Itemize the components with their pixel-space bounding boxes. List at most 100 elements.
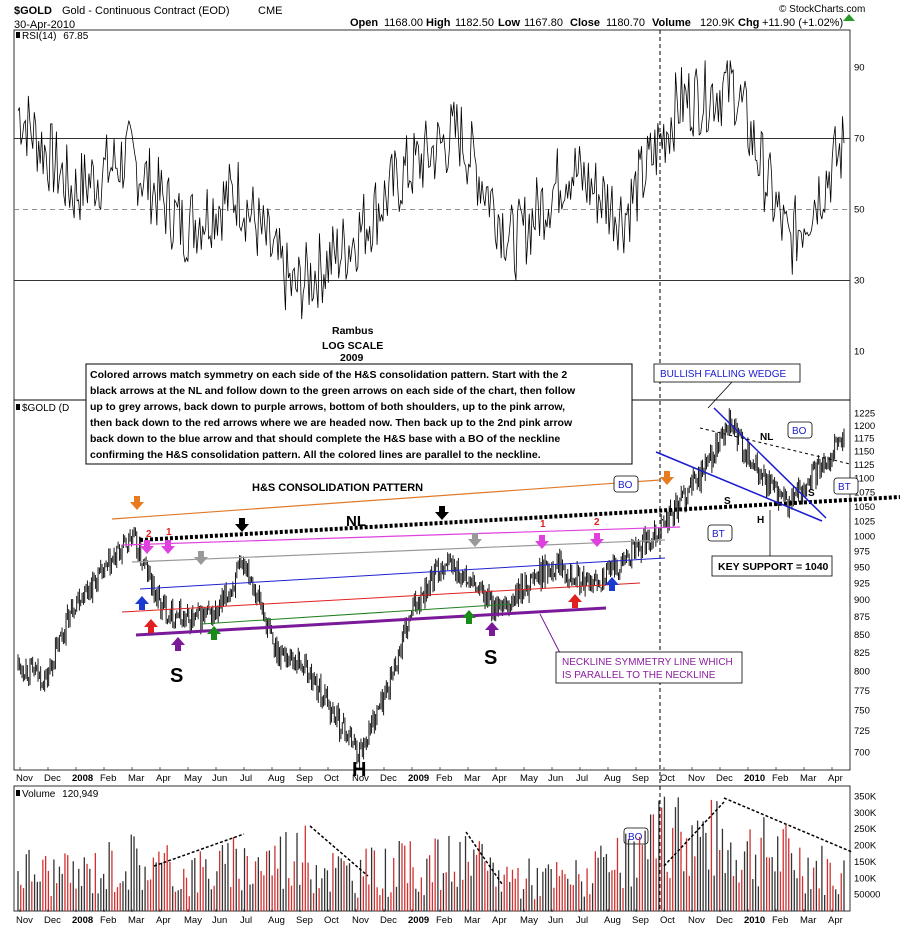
x-axis-label: Jun xyxy=(548,915,563,926)
high-label: High xyxy=(426,17,451,29)
x-axis-label: Apr xyxy=(828,915,843,926)
purple-arrow-up-left xyxy=(171,637,185,651)
wedge-title-pointer xyxy=(707,381,733,409)
x-axis-label: Jun xyxy=(548,773,563,784)
volume-legend-swatch xyxy=(16,790,20,796)
symmetry-note-line-1: NECKLINE SYMMETRY LINE WHICH xyxy=(562,657,733,668)
x-axis-label: Oct xyxy=(324,915,339,926)
x-axis-label: Apr xyxy=(492,773,507,784)
pattern-title: H&S CONSOLIDATION PATTERN xyxy=(252,482,423,494)
volume-panel-label: Volume 120,949 xyxy=(22,789,99,800)
wedge-title-box xyxy=(653,363,801,383)
bo-callout-volume-text: BO xyxy=(628,832,643,843)
x-axis-label: Mar xyxy=(464,915,480,926)
pink-arrow-down-2 xyxy=(161,540,175,554)
symmetry-pointer xyxy=(539,613,561,654)
x-axis-label: Dec xyxy=(380,915,397,926)
price-tick-label: 725 xyxy=(854,726,870,737)
volume-trend-lines xyxy=(153,797,853,885)
x-axis-label: Oct xyxy=(324,773,339,784)
red-arrow-up-right xyxy=(568,594,582,608)
arrow-number-1-left: 1 xyxy=(166,527,172,538)
x-axis-label: Nov xyxy=(688,915,705,926)
grey-arrow-down-right xyxy=(468,533,482,547)
high-value: 1182.50 xyxy=(455,17,494,29)
x-axis-label: Apr xyxy=(156,915,171,926)
volume-trend-1 xyxy=(153,833,245,867)
x-axis-label: Oct xyxy=(660,915,675,926)
x-axis-label: Mar xyxy=(800,915,816,926)
price-tick-label: 1200 xyxy=(854,421,875,432)
rsi-legend-swatch xyxy=(16,32,20,38)
x-axis-label: Feb xyxy=(772,773,788,784)
pink-arrow-down-3 xyxy=(535,535,549,549)
grey-parallel-line xyxy=(131,539,666,563)
volume-axis: 350K 300K 250K 200K 150K 100K 50000 xyxy=(854,792,880,901)
pink-parallel-line xyxy=(121,526,681,546)
description-text: Colored arrows match symmetry on each si… xyxy=(90,369,576,461)
volume-tick-label: 150K xyxy=(854,857,877,868)
wedge-s2-label: S xyxy=(808,488,815,499)
wedge-h-label: H xyxy=(757,515,764,526)
up-triangle-icon xyxy=(843,14,855,21)
price-tick-label: 1000 xyxy=(854,531,875,542)
x-axis-label: Apr xyxy=(828,773,843,784)
wedge-s1-label: S xyxy=(724,496,731,507)
x-axis-price: Nov Dec 2008 Feb Mar Apr May Jun Jul Aug Sep Oct Nov… xyxy=(16,767,843,784)
price-tick-label: 1125 xyxy=(854,460,874,471)
description-label: Gold - Continuous Contract (EOD) xyxy=(62,5,230,17)
price-tick-label: 1050 xyxy=(854,502,875,513)
low-value: 1167.80 xyxy=(524,17,563,29)
author-label: Rambus xyxy=(332,325,374,337)
blue-parallel-line xyxy=(139,557,666,590)
x-axis-label: Jun xyxy=(212,773,227,784)
rsi-gridlines xyxy=(14,138,850,281)
volume-panel-label-name: Volume xyxy=(22,789,56,800)
volume-series xyxy=(17,796,845,911)
rsi-panel-frame xyxy=(13,29,851,401)
annotation-layer: Rambus LOG SCALE 2009 Colored arrows mat… xyxy=(85,325,900,845)
x-axis-label: Feb xyxy=(436,915,452,926)
volume-tick-label: 350K xyxy=(854,792,877,803)
rsi-label-name: RSI(14) xyxy=(22,31,56,42)
price-tick-label: 925 xyxy=(854,579,870,590)
description-line: back down to the blue arrow and that sho… xyxy=(90,433,560,445)
x-axis-label: Sep xyxy=(632,773,649,784)
green-parallel-line xyxy=(201,603,511,625)
x-axis-label: Aug xyxy=(268,773,285,784)
chg-label: Chg xyxy=(738,17,759,29)
head-label: H xyxy=(352,759,366,781)
x-axis-label: Jul xyxy=(240,915,252,926)
price-legend-swatch xyxy=(16,404,20,410)
close-value: 1180.70 xyxy=(606,17,645,29)
price-axis: 1225 1200 1175 1150 1125 1100 1075 1050 1025 1000… xyxy=(854,408,875,758)
volume-tick-label: 250K xyxy=(854,824,877,835)
price-tick-label: 975 xyxy=(854,547,870,558)
x-axis-label: Feb xyxy=(100,915,116,926)
price-tick-label: 900 xyxy=(854,595,870,606)
x-axis-label: Mar xyxy=(464,773,480,784)
description-line: Colored arrows match symmetry on each si… xyxy=(90,369,567,381)
grey-arrow-down-left xyxy=(194,551,208,565)
rsi-label-value: 67.85 xyxy=(63,31,88,42)
key-support-label: KEY SUPPORT = 1040 xyxy=(718,561,829,573)
close-label: Close xyxy=(570,17,600,29)
x-axis-label: May xyxy=(520,773,538,784)
bo-callout-1 xyxy=(613,475,639,493)
price-label: $GOLD (D xyxy=(22,403,69,414)
x-axis-label: Apr xyxy=(492,915,507,926)
volume-value: 120.9K xyxy=(700,17,736,29)
x-axis-label: Nov xyxy=(16,773,33,784)
rsi-series xyxy=(17,60,845,320)
neckline xyxy=(139,495,900,542)
chart-header: $GOLD Gold - Continuous Contract (EOD) C… xyxy=(14,4,865,31)
price-tick-label: 750 xyxy=(854,706,870,717)
x-axis-label: Sep xyxy=(296,773,313,784)
x-axis-label: Jul xyxy=(576,773,588,784)
bo-callout-volume xyxy=(623,827,649,845)
bt-callout-2 xyxy=(833,477,859,495)
x-axis-label: Mar xyxy=(800,773,816,784)
x-axis-label: 2009 xyxy=(408,773,429,784)
right-shoulder-label: S xyxy=(484,647,497,669)
